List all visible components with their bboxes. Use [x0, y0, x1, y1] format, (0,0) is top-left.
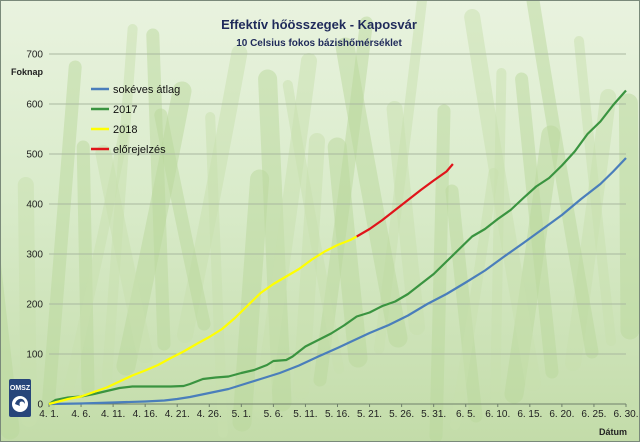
x-tick-label: 5. 1.	[232, 409, 251, 420]
x-tick-label: 5. 16.	[325, 409, 350, 420]
leaf-decoration	[450, 168, 499, 430]
leaf-decoration	[205, 112, 228, 438]
y-tick-label: 400	[26, 200, 43, 211]
leaf-decoration	[335, 37, 408, 348]
x-tick-label: 4. 11.	[101, 409, 125, 420]
x-tick-label: 6. 30.	[613, 409, 638, 420]
leaf-decoration	[146, 28, 171, 351]
x-tick-label: 4. 1.	[39, 409, 58, 420]
x-tick-label: 4. 21.	[165, 409, 190, 420]
y-tick-label: 300	[26, 250, 43, 261]
x-tick-label: 4. 16.	[133, 409, 158, 420]
legend-entry: sokéves átlag	[113, 84, 180, 96]
leaf-decoration	[282, 80, 344, 374]
leaf-decoration	[76, 140, 95, 395]
leaf-decoration	[574, 36, 616, 346]
leaf-decoration	[253, 53, 317, 419]
y-axis-label: Foknap	[11, 67, 44, 77]
series-line	[48, 235, 358, 406]
series-line	[48, 89, 627, 405]
y-tick-label: 700	[26, 50, 43, 61]
series-lines	[48, 89, 627, 406]
legend: sokéves átlag 2017 2018 előrejelzés	[91, 84, 180, 156]
chart-title: Effektív hőösszegek - Kaposvár	[221, 17, 417, 32]
leaf-decoration	[327, 137, 368, 368]
leaf-decoration	[95, 145, 153, 363]
y-tick-label: 0	[37, 400, 43, 411]
x-tick-label: 6. 15.	[517, 409, 542, 420]
x-tick-label: 5. 31.	[421, 409, 446, 420]
y-tick-label: 100	[26, 350, 43, 361]
series-line	[356, 163, 454, 238]
x-tick-label: 6. 20.	[549, 409, 574, 420]
x-tick-label: 4. 26.	[197, 409, 222, 420]
leaf-decoration	[102, 24, 138, 382]
y-tick-label: 600	[26, 100, 43, 111]
x-tick-label: 6. 5.	[456, 409, 475, 420]
x-tick-label: 5. 6.	[264, 409, 283, 420]
chart-subtitle: 10 Celsius fokos bázishőmérséklet	[236, 38, 402, 49]
leaf-decoration	[258, 69, 292, 412]
leaf-decoration	[445, 184, 483, 423]
x-axis-label: Dátum	[599, 427, 627, 437]
x-tick-label: 5. 26.	[389, 409, 414, 420]
svg-text:OMSZ: OMSZ	[10, 385, 31, 392]
y-tick-label: 200	[26, 300, 43, 311]
legend-entry: előrejelzés	[113, 144, 166, 156]
leaf-decoration	[515, 72, 559, 379]
x-tick-label: 5. 21.	[357, 409, 382, 420]
x-tick-label: 6. 10.	[485, 409, 510, 420]
leaf-decoration	[1, 264, 20, 440]
y-tick-label: 500	[26, 150, 43, 161]
x-tick-label: 5. 11.	[293, 409, 317, 420]
legend-entry: 2017	[113, 104, 137, 116]
omsz-logo: OMSZ	[9, 379, 31, 417]
legend-entry: 2018	[113, 124, 137, 136]
leaf-decoration	[464, 9, 541, 391]
y-tick-labels: 0 100 200 300 400 500 600 700	[26, 50, 43, 411]
leaf-decoration	[618, 93, 639, 340]
x-tick-label: 4. 6.	[71, 409, 90, 420]
series-line	[48, 157, 627, 406]
leaf-decoration	[62, 124, 130, 402]
x-tick-label: 6. 25.	[581, 409, 606, 420]
x-tick-labels: 4. 1. 4. 6. 4. 11. 4. 16. 4. 21. 4. 26. 5. 1. 5…	[39, 404, 639, 420]
leaf-decoration	[429, 104, 451, 441]
leaf-decoration	[386, 101, 425, 335]
